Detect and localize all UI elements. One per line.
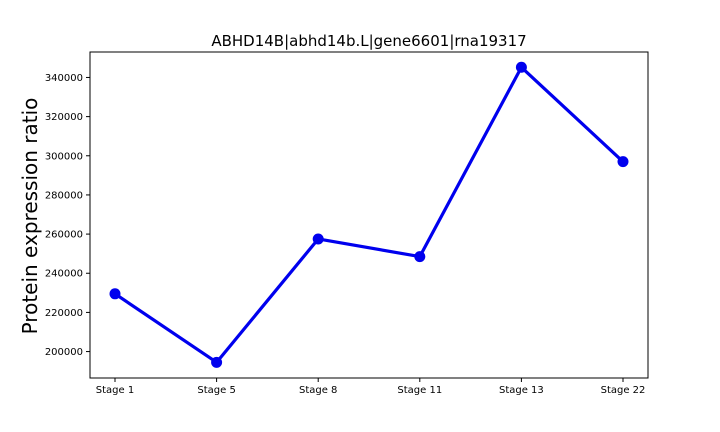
x-tick-label: Stage 13 [499, 385, 544, 396]
data-point [211, 356, 223, 368]
x-tick-label: Stage 1 [96, 385, 134, 396]
plot-area [89, 51, 649, 379]
x-tick-label: Stage 8 [299, 385, 337, 396]
y-tick-label: 320000 [45, 112, 83, 123]
y-tick-label: 260000 [45, 230, 83, 241]
y-tick-label: 300000 [45, 151, 83, 162]
x-tick-label: Stage 11 [397, 385, 442, 396]
y-tick-label: 220000 [45, 308, 83, 319]
y-axis-label: Protein expression ratio [18, 98, 42, 335]
series-line [114, 65, 625, 364]
y-tick-label: 280000 [45, 190, 83, 201]
data-point [617, 156, 629, 168]
y-tick-label: 200000 [45, 347, 83, 358]
y-axis-ticks: 200000 220000 240000 260000 280000 300000 3200… [45, 73, 90, 358]
x-tick-label: Stage 22 [601, 385, 646, 396]
x-axis-ticks: Stage 1 Stage 5 Stage 8 Stage 11 Stage 13 Sta… [96, 378, 646, 396]
series-layer [109, 61, 629, 368]
data-point [414, 251, 426, 263]
y-tick-label: 340000 [45, 73, 83, 84]
data-point [515, 61, 527, 73]
data-point [312, 233, 324, 245]
chart-title: ABHD14B|abhd14b.L|gene6601|rna19317 [211, 32, 526, 50]
y-tick-label: 240000 [45, 269, 83, 280]
data-point [109, 288, 121, 300]
x-tick-label: Stage 5 [197, 385, 235, 396]
